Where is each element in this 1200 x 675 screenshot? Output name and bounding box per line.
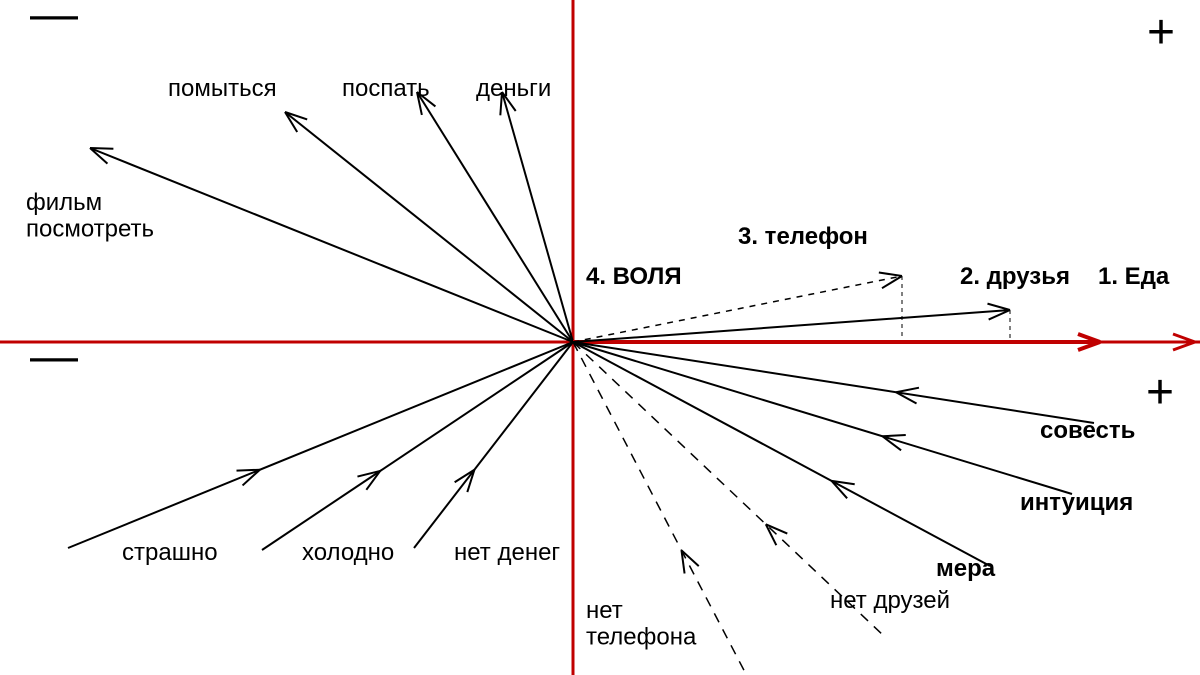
- vector-telefon-arrowhead: [879, 272, 902, 276]
- vector-druzya: [573, 310, 1010, 342]
- label-intuicia: интуиция: [1020, 489, 1133, 516]
- label-net_druzey: нет друзей: [830, 587, 950, 614]
- vector-diagram: фильмпосмотреть помыться поспать деньги стра…: [0, 0, 1200, 675]
- label-volya: 4. ВОЛЯ: [586, 263, 682, 290]
- label-pospat: поспать: [342, 75, 430, 102]
- label-net_tel: неттелефона: [586, 597, 697, 650]
- vector-intuicia: [573, 342, 1072, 494]
- vector-mera: [573, 342, 990, 566]
- label-sovest: совесть: [1040, 417, 1135, 444]
- quadrant-sign: —: [30, 330, 78, 383]
- vector-film-arrowhead: [90, 148, 107, 164]
- vector-holodno: [262, 342, 573, 550]
- label-eda: 1. Еда: [1098, 263, 1170, 290]
- label-pomytsya: помыться: [168, 75, 277, 102]
- vector-druzya-arrowhead: [987, 304, 1010, 310]
- quadrant-sign: +: [1147, 6, 1175, 59]
- vector-sovest: [573, 342, 1094, 423]
- label-film: фильмпосмотреть: [26, 189, 154, 242]
- vector-sovest-arrowhead: [896, 388, 919, 393]
- vector-film-arrowhead: [90, 148, 113, 149]
- quadrant-sign: +: [1146, 366, 1174, 419]
- vector-pomytsya: [285, 112, 573, 342]
- label-holodno: холодно: [302, 539, 394, 566]
- vector-dengi: [502, 92, 573, 342]
- vector-pospat: [417, 92, 573, 342]
- vector-intuicia-arrowhead: [882, 435, 905, 436]
- vector-film: [90, 148, 573, 342]
- label-druzya: 2. друзья: [960, 263, 1070, 290]
- label-strashno: страшно: [122, 539, 218, 566]
- label-mera: мера: [936, 555, 996, 582]
- vector-strashno: [68, 342, 573, 548]
- label-telefon: 3. телефон: [738, 223, 868, 250]
- vector-net_deneg: [414, 342, 573, 548]
- vector-strashno-arrowhead: [237, 470, 260, 471]
- label-dengi: деньги: [476, 75, 551, 102]
- quadrant-sign: —: [30, 0, 78, 41]
- vector-strashno-arrowhead: [243, 470, 260, 486]
- label-net_deneg: нет денег: [454, 539, 560, 566]
